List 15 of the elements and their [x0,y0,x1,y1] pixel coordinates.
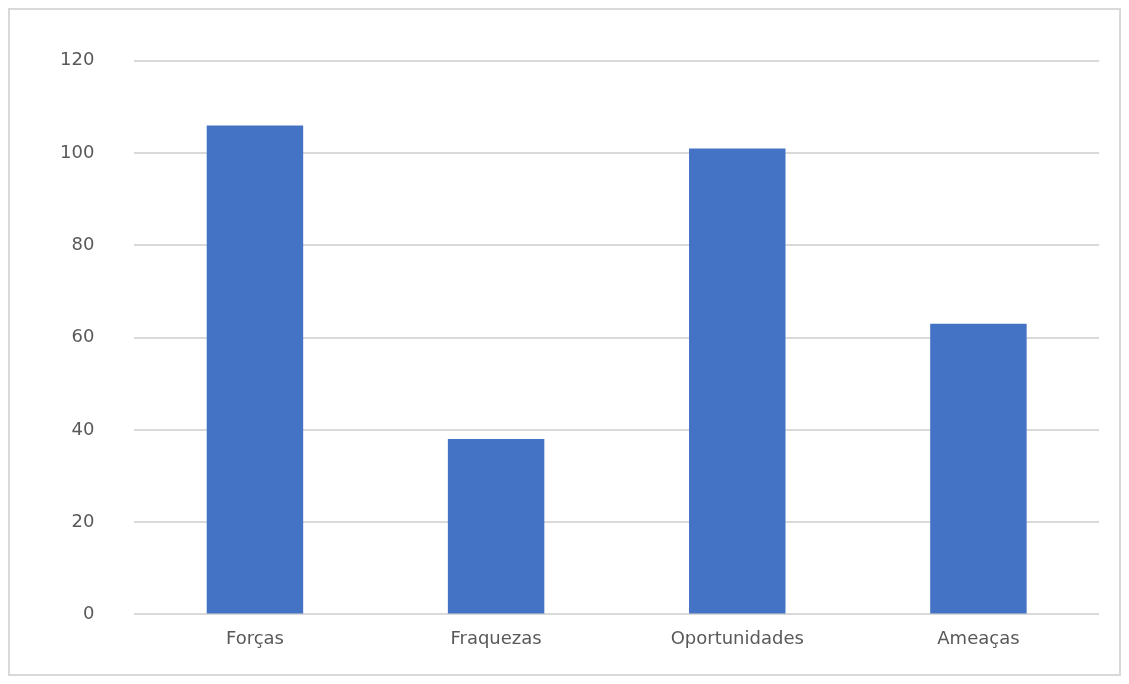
x-tick-label: Ameaças [937,626,1020,648]
y-tick-label: 100 [60,140,95,162]
bar [689,148,786,614]
bar [447,439,545,614]
y-tick-label: 0 [82,602,95,624]
bar [930,323,1027,614]
x-tick-label: Fraquezas [450,626,542,648]
bar [206,125,304,614]
y-tick-label: 20 [71,509,95,531]
x-tick-label: Forças [225,626,284,648]
y-tick-label: 40 [71,417,95,439]
x-tick-label: Oportunidades [670,626,804,648]
y-tick-label: 60 [71,325,95,347]
y-tick-label: 120 [60,48,95,70]
y-tick-label: 80 [71,233,95,255]
